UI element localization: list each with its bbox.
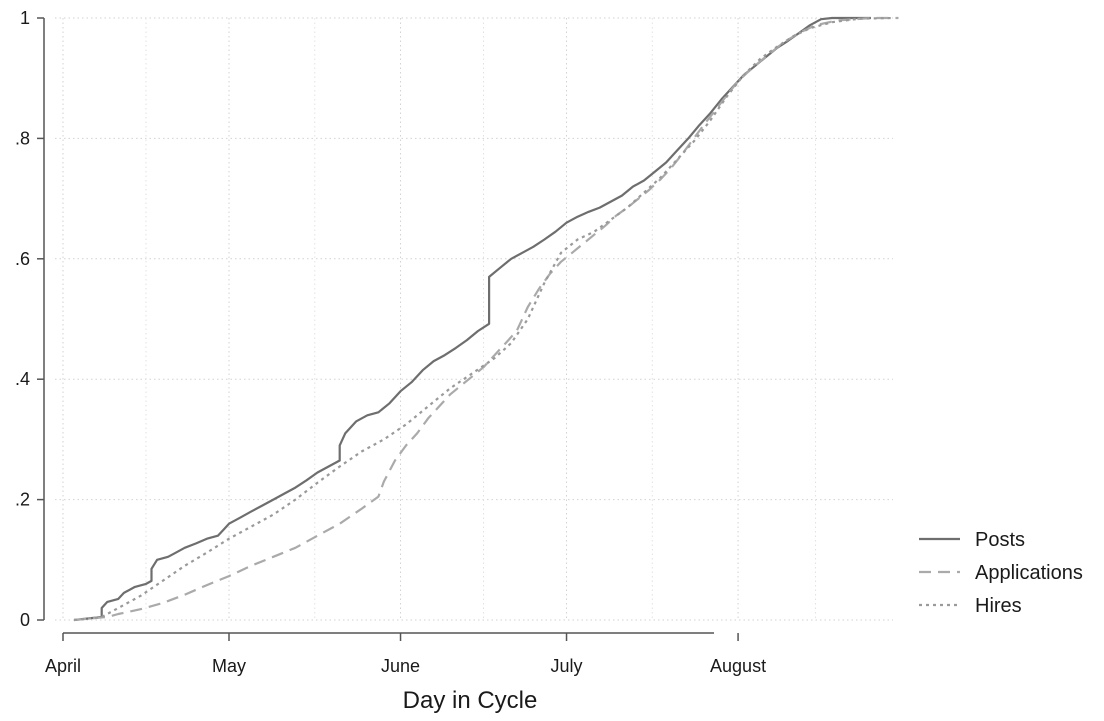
y-tick-label: .2 (15, 490, 30, 510)
series-line-posts (73, 16, 871, 622)
y-tick-label: .8 (15, 128, 30, 148)
x-tick-label: July (551, 656, 583, 676)
y-tick-label: 0 (20, 610, 30, 630)
y-tick-label: .4 (15, 369, 30, 389)
x-tick-label: June (381, 656, 420, 676)
series-lines (73, 16, 899, 622)
x-axis-title: Day in Cycle (403, 687, 538, 714)
x-axis-ticks: April May June July August (45, 633, 766, 676)
y-tick-label: .6 (15, 249, 30, 269)
y-tick-label: 1 (20, 8, 30, 28)
x-tick-label: May (212, 656, 246, 676)
y-axis-ticks: 0 .2 .4 .6 .8 1 (15, 8, 44, 630)
x-tick-label: August (710, 656, 766, 676)
grid-lines (55, 17, 893, 621)
legend: Posts Applications Hires (919, 529, 1083, 617)
series-line-applications (74, 16, 899, 622)
legend-label: Applications (975, 562, 1083, 584)
legend-label: Posts (975, 529, 1025, 551)
legend-label: Hires (975, 595, 1022, 617)
x-tick-label: April (45, 656, 81, 676)
